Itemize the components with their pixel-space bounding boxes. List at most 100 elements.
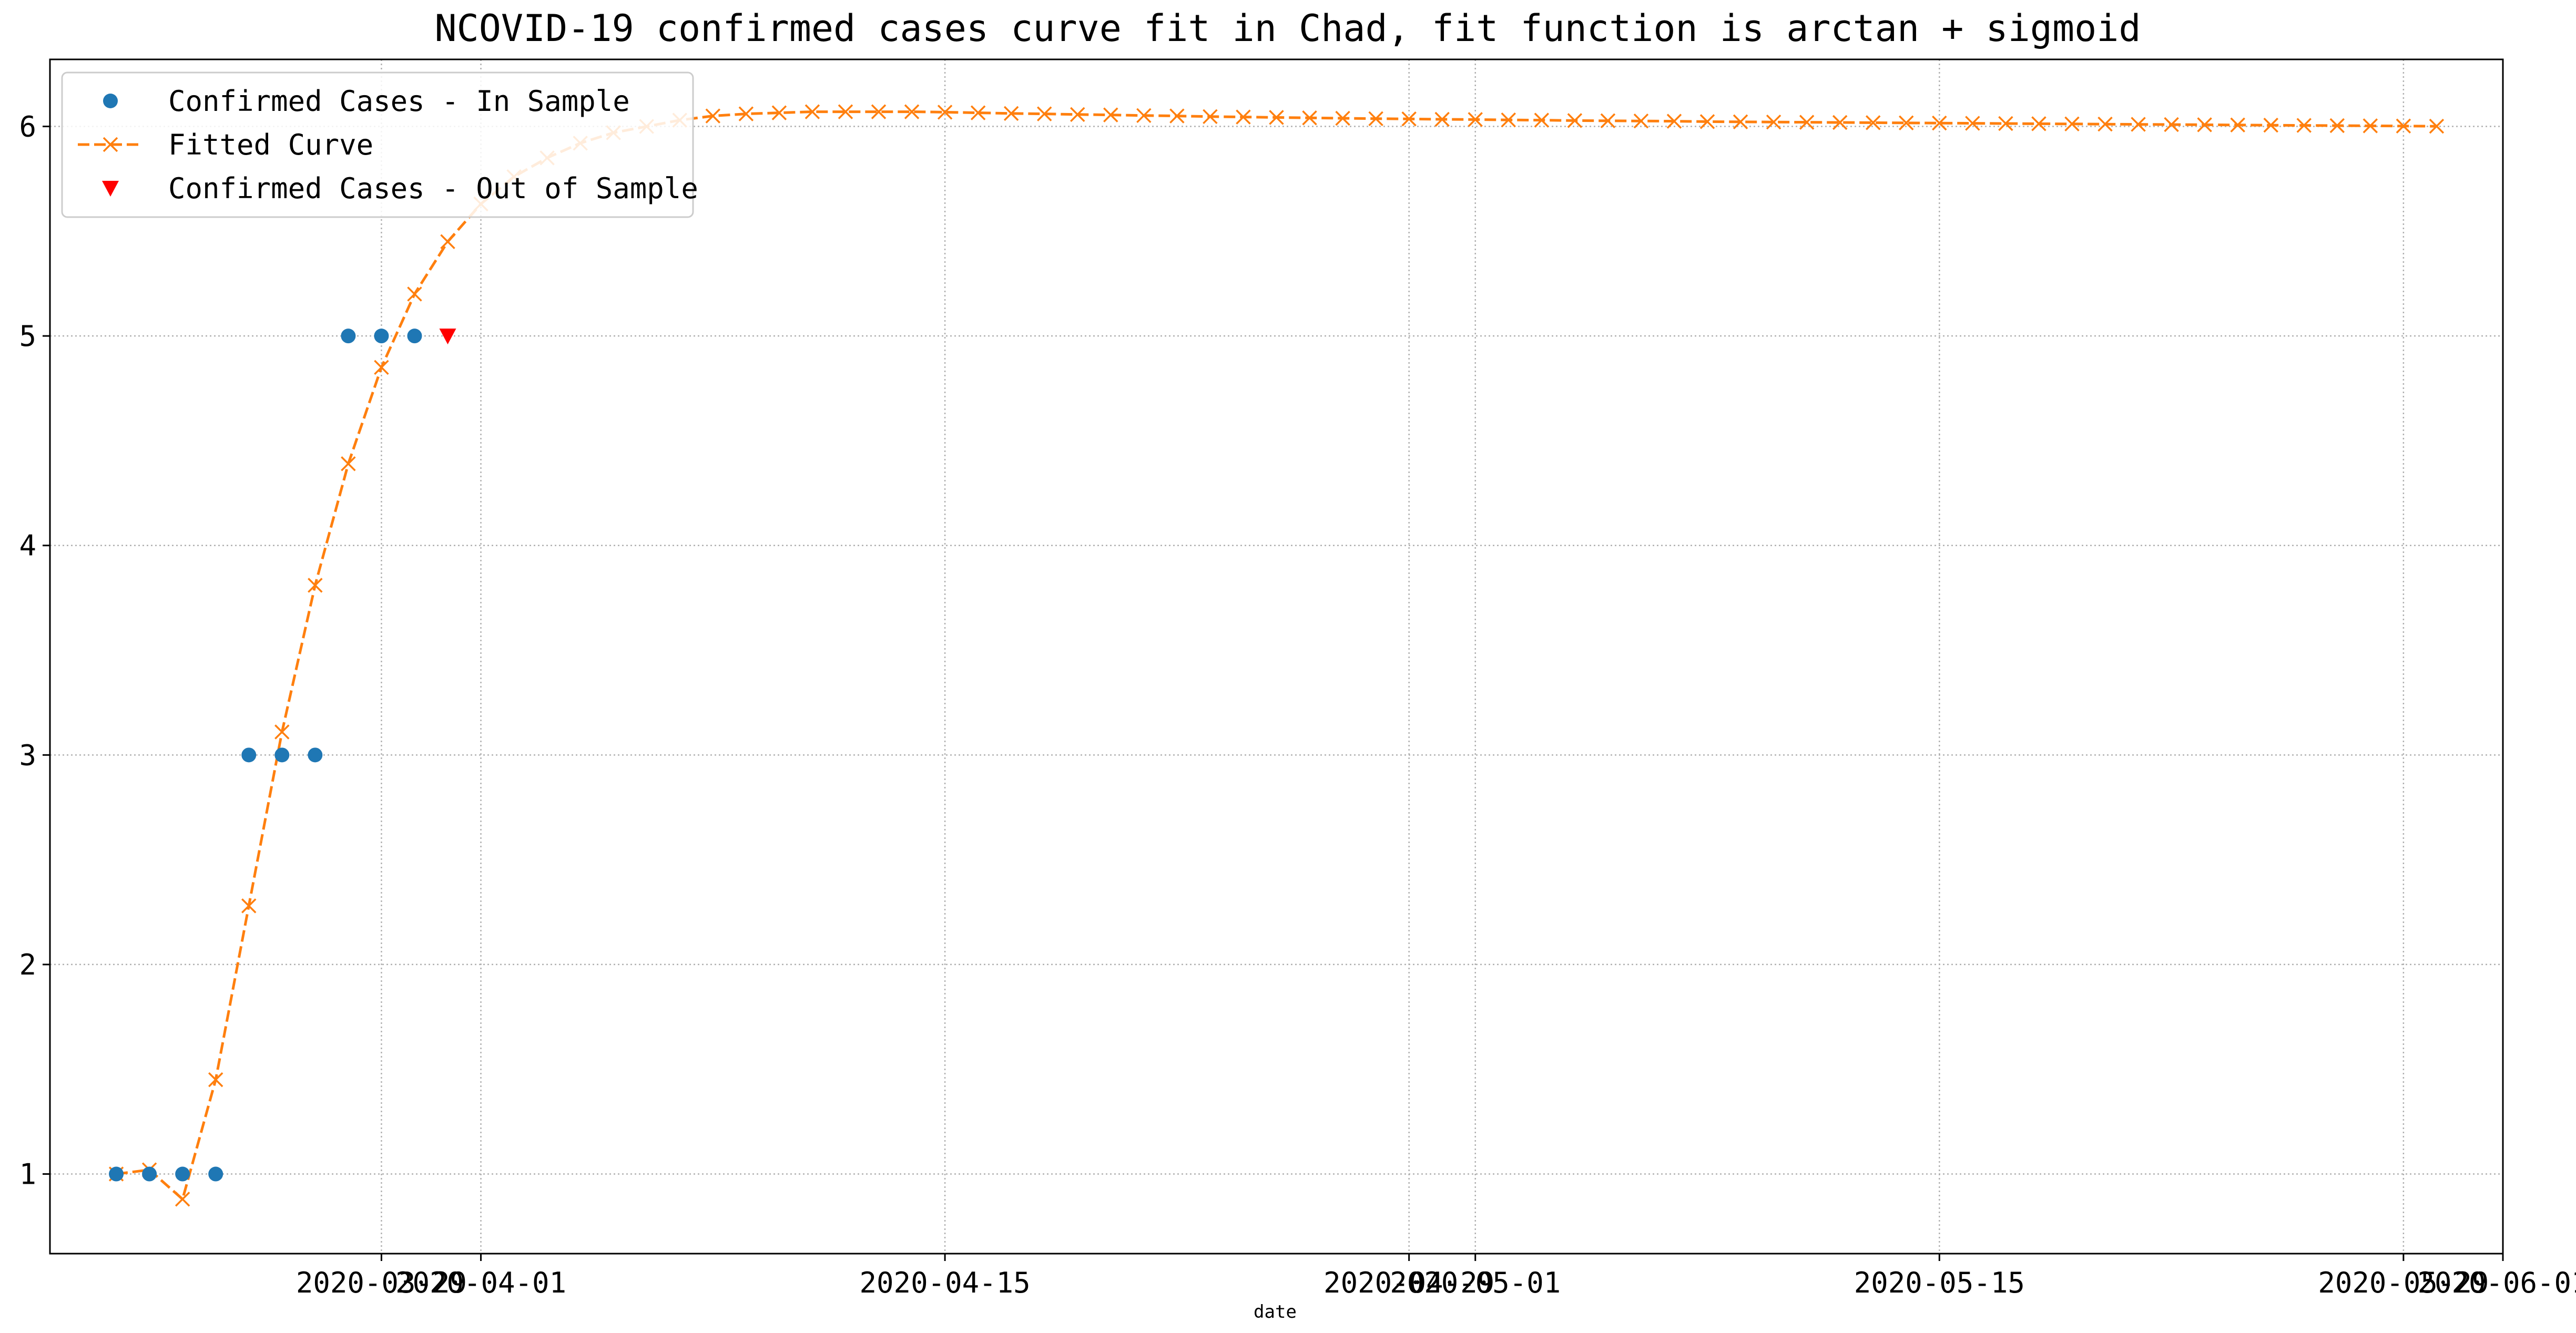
fitted-curve-marker — [1567, 113, 1583, 128]
fitted-curve-marker — [1203, 109, 1218, 125]
fitted-curve-marker — [2197, 117, 2212, 132]
fitted-curve-marker — [1766, 114, 1781, 130]
fitted-curve-marker — [1799, 115, 1815, 130]
fitted-curve-marker — [937, 105, 953, 120]
fitted-curve-marker — [2031, 116, 2046, 131]
x-axis-label: date — [1254, 1301, 1297, 1322]
fitted-curve-marker — [1965, 116, 1980, 131]
fitted-curve-marker — [1003, 106, 1019, 121]
fitted-curve-marker — [1865, 115, 1881, 130]
fitted-curve-marker — [805, 104, 820, 119]
fitted-curve-marker — [1633, 113, 1649, 129]
x-tick-label: 2020-05-15 — [1854, 1266, 2025, 1299]
in-sample-point — [109, 1166, 124, 1182]
fitted-curve-marker — [241, 898, 257, 914]
fitted-curve-marker — [1401, 111, 1417, 127]
fitted-curve-marker — [341, 456, 356, 471]
legend-box — [61, 71, 694, 218]
fitted-curve-marker — [1269, 110, 1284, 125]
in-sample-point — [175, 1166, 190, 1182]
x-tick-label: 2020-04-29 — [1323, 1266, 1494, 1299]
data-points-layer — [109, 329, 456, 1182]
fitted-curve-marker — [1899, 115, 1914, 131]
x-tick-label: 2020-04-15 — [860, 1266, 1031, 1299]
fitted-curve-marker — [771, 105, 787, 120]
in-sample-point — [374, 329, 389, 344]
fitted-curve-marker — [407, 286, 422, 302]
fitted-curve-marker — [1832, 115, 1848, 130]
in-sample-point — [407, 329, 422, 344]
fitted-curve-marker — [2396, 118, 2411, 134]
fitted-curve-marker — [208, 1072, 223, 1088]
fitted-curve-marker — [1733, 114, 1748, 130]
legend-circle-swatch — [103, 94, 118, 108]
legend-label: Confirmed Cases - Out of Sample — [168, 172, 698, 205]
fitted-curve-marker — [374, 360, 389, 375]
fitted-curve-marker — [2296, 118, 2312, 133]
in-sample-point — [274, 747, 290, 763]
fitted-curve-marker — [2263, 117, 2278, 133]
fitted-curve-marker — [2164, 117, 2179, 132]
fitted-curve-marker — [2429, 118, 2445, 134]
fitted-curve-marker — [1501, 112, 1516, 128]
legend: Confirmed Cases - In Sample Fitted Curve C… — [61, 71, 698, 218]
fitted-curve-marker — [1136, 108, 1152, 124]
y-tick-label: 1 — [19, 1158, 36, 1191]
fitted-curve-marker — [1236, 109, 1251, 125]
fitted-curve-marker — [1666, 114, 1682, 129]
fitted-curve-marker — [2363, 118, 2378, 134]
y-tick-label: 3 — [19, 739, 36, 772]
legend-triangle-swatch — [102, 181, 119, 197]
in-sample-point — [341, 329, 356, 344]
fitted-curve-marker — [1699, 114, 1715, 129]
fitted-curve-marker — [1070, 107, 1085, 122]
fitted-curve-marker — [1932, 115, 1947, 131]
y-tick-label: 2 — [19, 948, 36, 981]
y-tick-label: 6 — [19, 110, 36, 143]
fitted-curve-marker — [2098, 116, 2113, 132]
in-sample-point — [241, 747, 257, 763]
fitted-curve-marker — [1600, 113, 1616, 129]
plot-area-frame — [49, 58, 2504, 1255]
x-tick-label: 2020-05-29 — [2318, 1266, 2489, 1299]
fitted-curve-marker — [738, 106, 754, 121]
fitted-curve-marker — [440, 234, 455, 250]
in-sample-point — [142, 1166, 157, 1182]
fitted-curve-marker — [2064, 116, 2080, 132]
fitted-curve-marker — [1335, 110, 1350, 126]
fitted-curve-marker — [274, 724, 290, 740]
fitted-curve-marker — [970, 105, 986, 120]
x-tick-label: 2020-03-29 — [296, 1266, 467, 1299]
legend-x-swatch — [103, 137, 118, 152]
fitted-curve-marker — [1103, 107, 1118, 122]
fitted-curve-marker — [1368, 111, 1383, 127]
y-tick-label: 4 — [19, 529, 36, 562]
fitted-curve-marker — [705, 108, 721, 124]
x-tick-label: 2020-04-01 — [395, 1266, 566, 1299]
fitted-curve-marker — [838, 104, 853, 119]
in-sample-point — [308, 747, 323, 763]
chart-title: NCOVID-19 confirmed cases curve fit in C… — [434, 7, 2141, 50]
fitted-curve-marker — [1036, 106, 1052, 121]
in-sample-point — [208, 1166, 223, 1182]
y-tick-label: 5 — [19, 320, 36, 353]
fitted-curve-marker — [904, 104, 920, 119]
fitted-curve-marker — [1998, 116, 2013, 131]
fitted-curve-marker — [2329, 118, 2345, 134]
fitted-curve-marker — [1468, 112, 1483, 127]
legend-label: Fitted Curve — [168, 128, 373, 161]
fitted-curve-marker — [308, 578, 323, 593]
legend-label: Confirmed Cases - In Sample — [168, 85, 630, 118]
fitted-curve-marker — [1534, 112, 1550, 128]
fitted-curve-marker — [175, 1192, 190, 1207]
fitted-curve-marker — [1169, 108, 1185, 124]
fitted-curve-marker — [1302, 110, 1317, 126]
fitted-curve-marker — [1434, 111, 1450, 127]
fitted-curve-marker — [871, 104, 887, 119]
x-tick-label: 2020-05-01 — [1390, 1266, 1561, 1299]
x-tick-label: 2020-06-01 — [2417, 1266, 2576, 1299]
fitted-curve-marker — [2230, 117, 2245, 132]
